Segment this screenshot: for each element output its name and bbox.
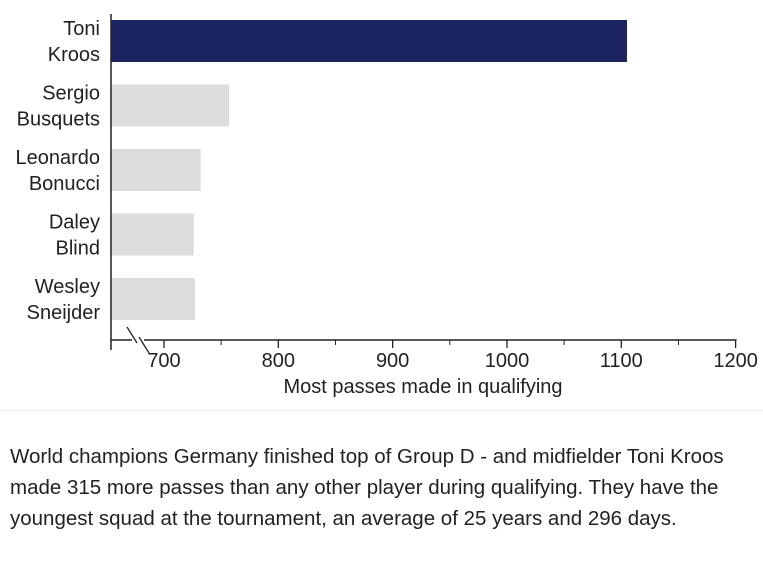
bar [111, 84, 230, 127]
x-tick-label: 900 [376, 350, 409, 372]
x-tick-label: 1000 [485, 350, 530, 372]
axis-break-mark [126, 326, 138, 344]
x-axis-title: Most passes made in qualifying [283, 376, 562, 398]
divider [0, 410, 763, 411]
x-tick-label: 1100 [600, 350, 643, 372]
x-tick-label: 700 [147, 350, 180, 372]
bars [111, 20, 627, 320]
x-tick-label: 800 [262, 350, 295, 372]
category-label: Sergio Busquets [17, 83, 100, 131]
category-label: Daley Blind [49, 212, 100, 260]
bar [111, 278, 195, 320]
axes [110, 14, 737, 354]
category-label: Leonardo Bonucci [15, 147, 100, 195]
axis-break-gap [132, 337, 144, 343]
bar [111, 20, 627, 62]
category-label: Toni Kroos [48, 18, 100, 66]
category-labels: Toni Kroos Sergio Busquets Leonardo Bonucci Da… [15, 18, 100, 324]
axis-break-mark [138, 336, 150, 354]
category-label: Wesley Sneijder [27, 276, 101, 324]
bar [111, 213, 194, 256]
x-ticks: 700 800 900 1000 1100 1200 [147, 340, 758, 372]
chart-panel: Toni Kroos Sergio Busquets Leonardo Bonucci Da… [0, 14, 763, 411]
caption-text: World champions Germany finished top of … [10, 445, 724, 530]
bar [111, 149, 201, 191]
x-tick-label: 1200 [713, 350, 758, 372]
bar-chart: Toni Kroos Sergio Busquets Leonardo Bonucci Da… [15, 14, 758, 398]
